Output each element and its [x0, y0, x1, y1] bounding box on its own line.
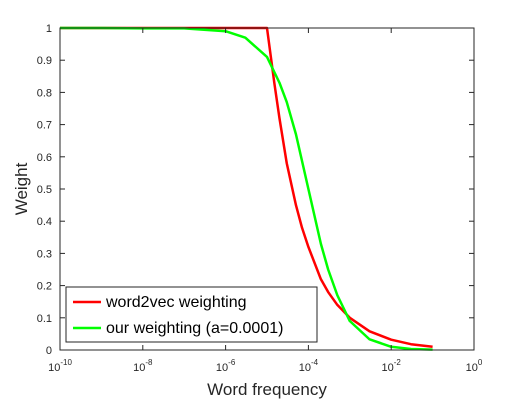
x-tick-exponent: -2 — [394, 358, 402, 367]
y-axis-ticks: 0 0.1 0.2 0.3 0.4 0.5 0.6 0.7 0.8 0.9 1 — [37, 23, 474, 357]
x-tick-base: 10 — [133, 362, 145, 374]
y-tick-label: 0.2 — [37, 281, 52, 293]
y-tick-label: 0.6 — [37, 152, 52, 164]
x-tick-label: 10-2 — [382, 358, 402, 374]
x-tick-exponent: -6 — [228, 358, 236, 367]
x-tick-label: 10-4 — [299, 358, 319, 374]
x-tick-label: 10-10 — [48, 358, 72, 374]
x-axis-ticks: 10-10 10-8 10-6 10-4 10-2 100 — [48, 28, 483, 374]
y-tick-label: 0.3 — [37, 248, 52, 260]
y-tick-label: 0.1 — [37, 313, 52, 325]
legend-label: word2vec weighting — [105, 294, 247, 311]
x-axis-label: Word frequency — [207, 380, 327, 399]
y-tick-label: 0.4 — [37, 216, 52, 228]
x-tick-base: 10 — [299, 362, 311, 374]
x-tick-exponent: -4 — [311, 358, 319, 367]
y-axis-label: Weight — [12, 162, 31, 215]
x-tick-label: 100 — [466, 358, 483, 374]
x-tick-base: 10 — [382, 362, 394, 374]
x-tick-base: 10 — [216, 362, 228, 374]
x-tick-label: 10-8 — [133, 358, 153, 374]
x-tick-label: 10-6 — [216, 358, 236, 374]
y-tick-label: 0.7 — [37, 120, 52, 132]
y-tick-label: 0.8 — [37, 87, 52, 99]
y-tick-label: 0 — [46, 345, 52, 357]
legend-box — [65, 286, 318, 343]
x-tick-exponent: 0 — [478, 358, 483, 367]
x-tick-exponent: -8 — [145, 358, 153, 367]
x-tick-exponent: -10 — [60, 358, 72, 367]
legend-label: our weighting (a=0.0001) — [106, 320, 283, 337]
y-tick-label: 0.5 — [37, 184, 52, 196]
legend: word2vec weighting our weighting (a=0.000… — [65, 286, 318, 343]
x-tick-base: 10 — [48, 362, 60, 374]
y-tick-label: 0.9 — [37, 55, 52, 67]
x-tick-base: 10 — [466, 362, 478, 374]
y-tick-label: 1 — [46, 23, 52, 35]
